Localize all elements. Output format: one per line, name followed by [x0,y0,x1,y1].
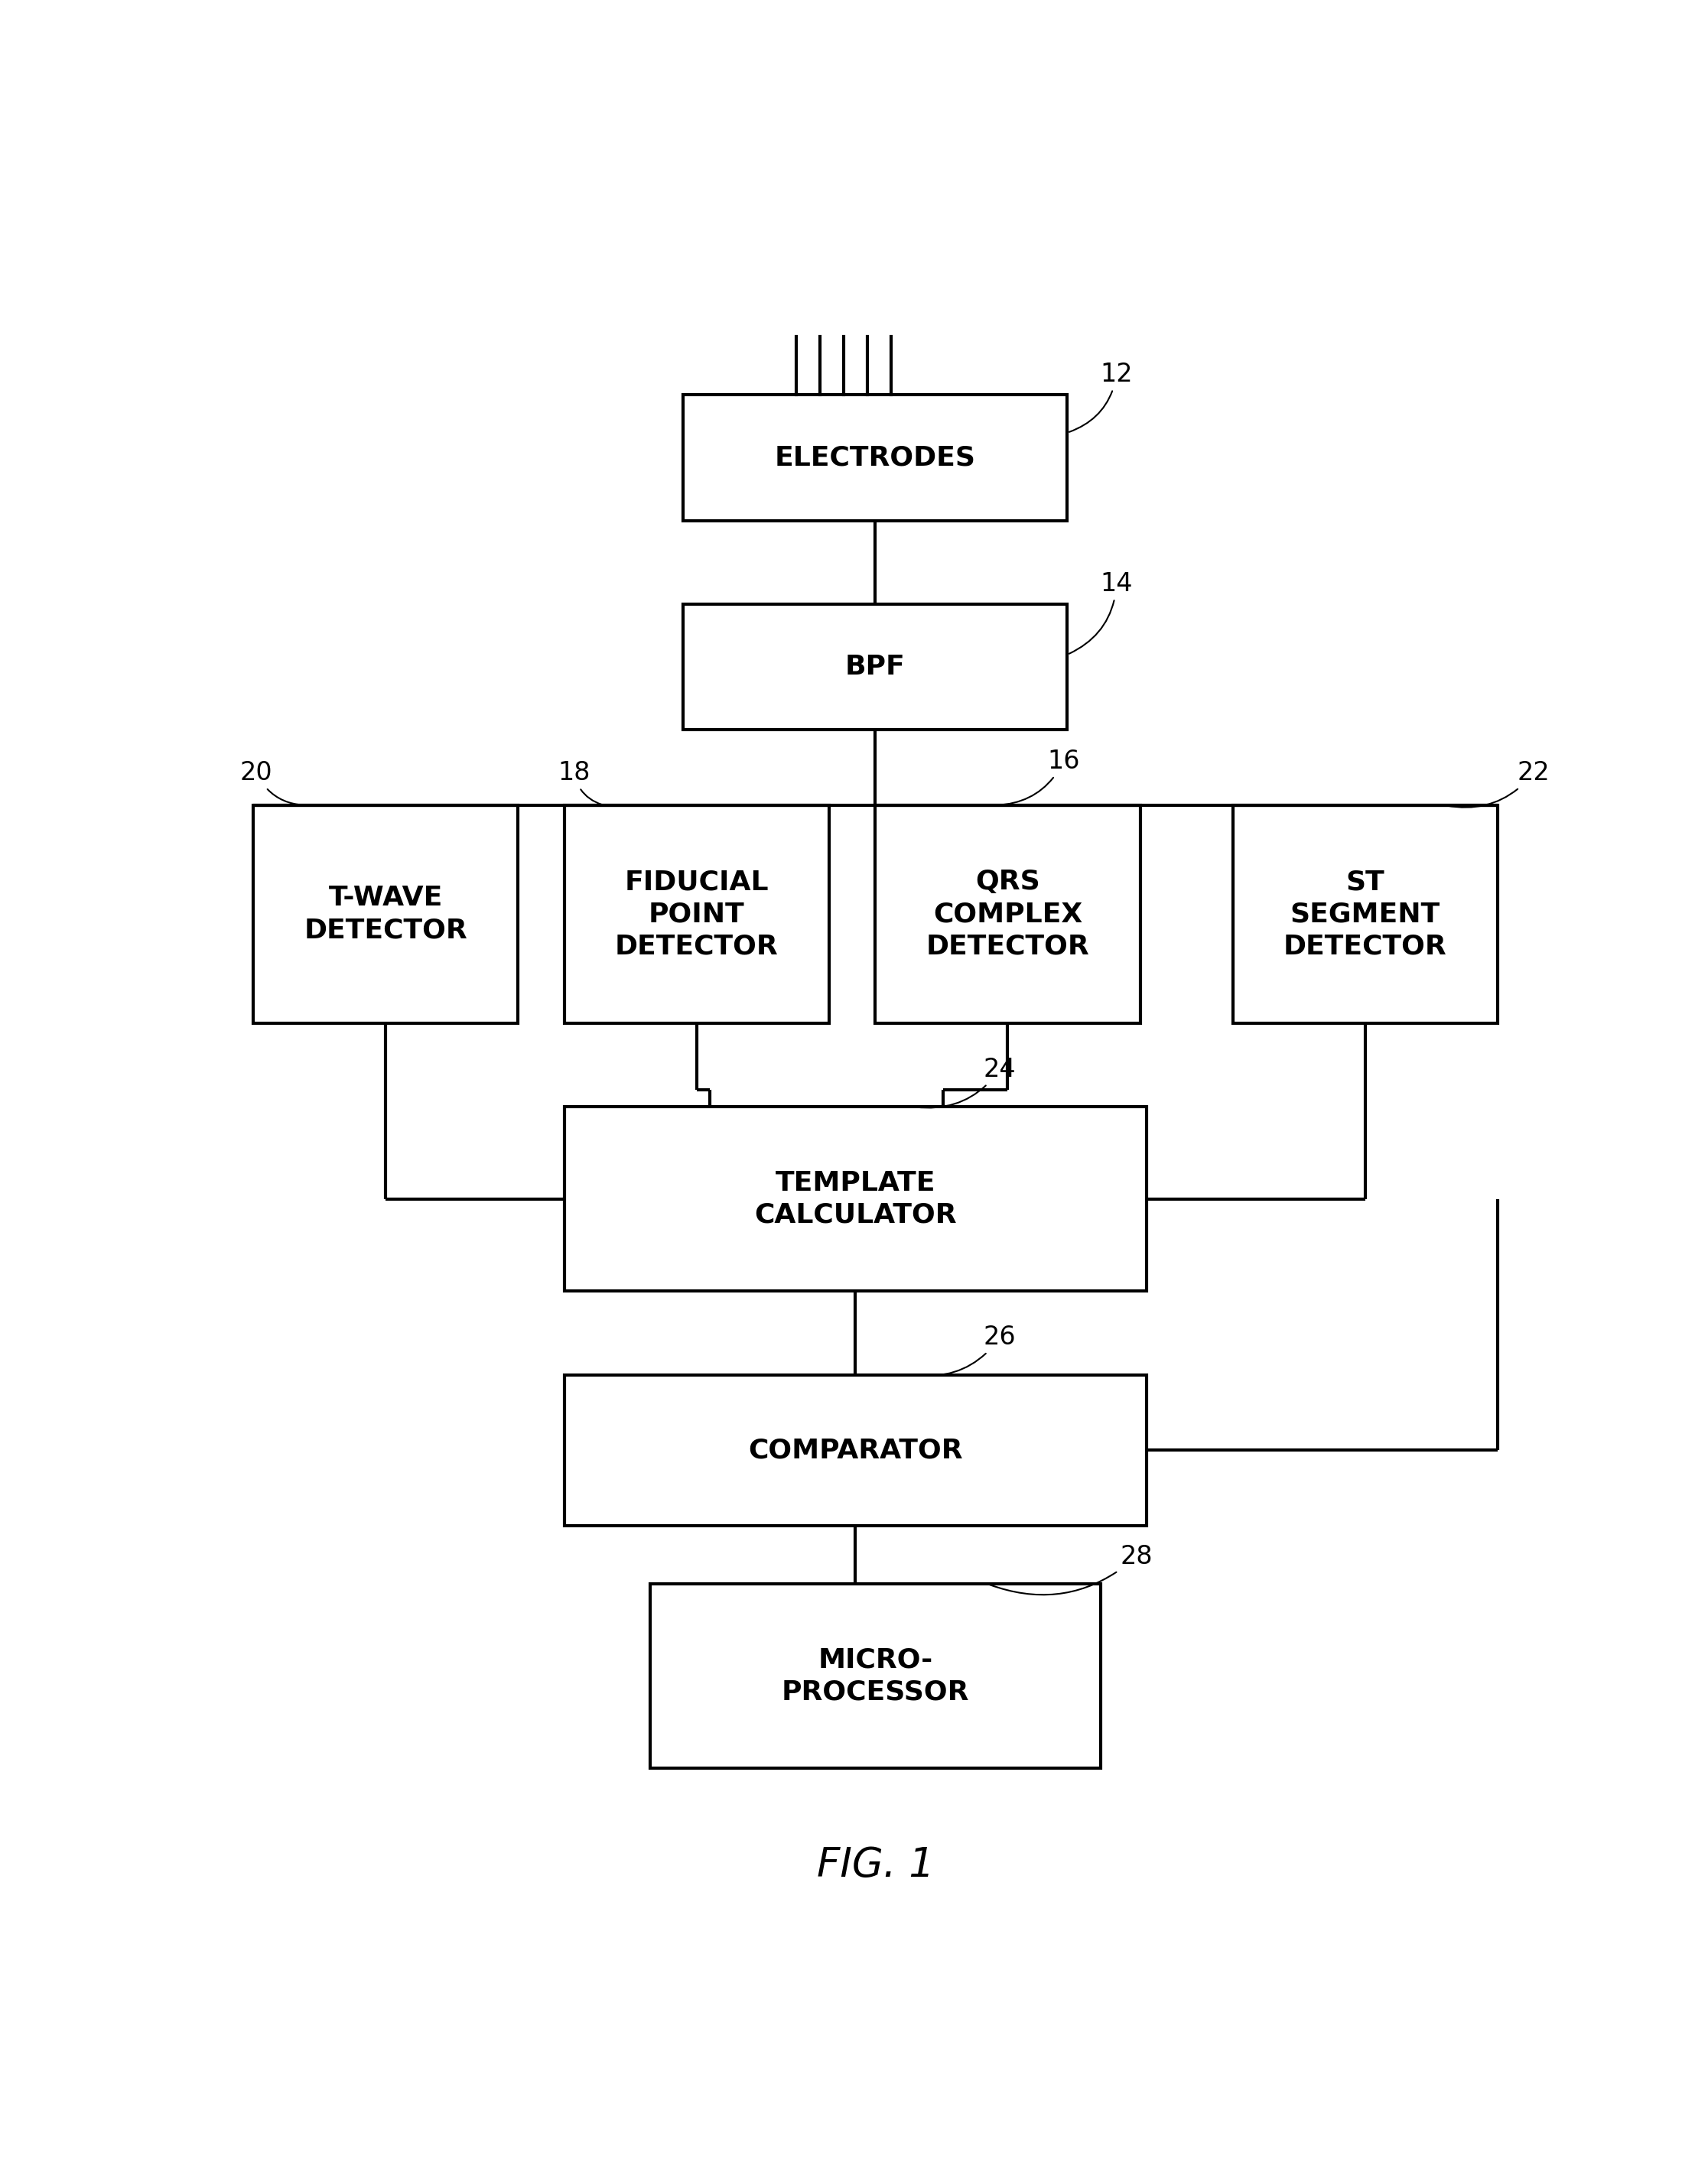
Text: 22: 22 [1447,761,1551,807]
Text: 18: 18 [557,761,601,805]
Text: BPF: BPF [845,655,905,681]
FancyBboxPatch shape [253,805,518,1022]
Text: 28: 28 [991,1544,1153,1594]
FancyBboxPatch shape [651,1583,1100,1768]
Text: T-WAVE
DETECTOR: T-WAVE DETECTOR [304,885,468,944]
Text: QRS
COMPLEX
DETECTOR: QRS COMPLEX DETECTOR [926,870,1090,959]
Text: COMPARATOR: COMPARATOR [748,1438,963,1464]
Text: 24: 24 [915,1057,1016,1107]
Text: FIG. 1: FIG. 1 [816,1847,934,1886]
FancyBboxPatch shape [683,396,1068,520]
FancyBboxPatch shape [564,805,828,1022]
Text: MICRO-
PROCESSOR: MICRO- PROCESSOR [782,1646,968,1705]
FancyBboxPatch shape [874,805,1141,1022]
Text: ELECTRODES: ELECTRODES [775,444,975,470]
Text: 16: 16 [996,748,1079,805]
Text: 26: 26 [915,1325,1016,1377]
Text: 14: 14 [1069,572,1132,655]
Text: ST
SEGMENT
DETECTOR: ST SEGMENT DETECTOR [1283,870,1447,959]
Text: 20: 20 [239,761,304,805]
FancyBboxPatch shape [564,1375,1146,1525]
Text: FIDUCIAL
POINT
DETECTOR: FIDUCIAL POINT DETECTOR [615,870,779,959]
Text: TEMPLATE
CALCULATOR: TEMPLATE CALCULATOR [755,1170,956,1229]
FancyBboxPatch shape [564,1107,1146,1292]
FancyBboxPatch shape [1233,805,1498,1022]
FancyBboxPatch shape [683,605,1068,731]
Text: 12: 12 [1069,361,1132,433]
